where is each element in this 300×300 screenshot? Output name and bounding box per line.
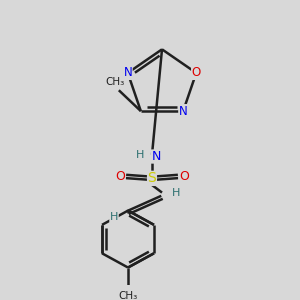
Text: O: O xyxy=(179,170,189,183)
Text: H: H xyxy=(136,150,144,160)
Text: N: N xyxy=(151,150,161,163)
Text: S: S xyxy=(148,171,156,185)
Text: H: H xyxy=(172,188,180,198)
Text: N: N xyxy=(179,105,188,118)
Text: H: H xyxy=(110,212,118,222)
Text: CH₃: CH₃ xyxy=(118,291,138,300)
Text: CH₃: CH₃ xyxy=(105,77,124,87)
Text: N: N xyxy=(123,66,132,80)
Text: O: O xyxy=(115,170,125,183)
Text: O: O xyxy=(192,66,201,80)
